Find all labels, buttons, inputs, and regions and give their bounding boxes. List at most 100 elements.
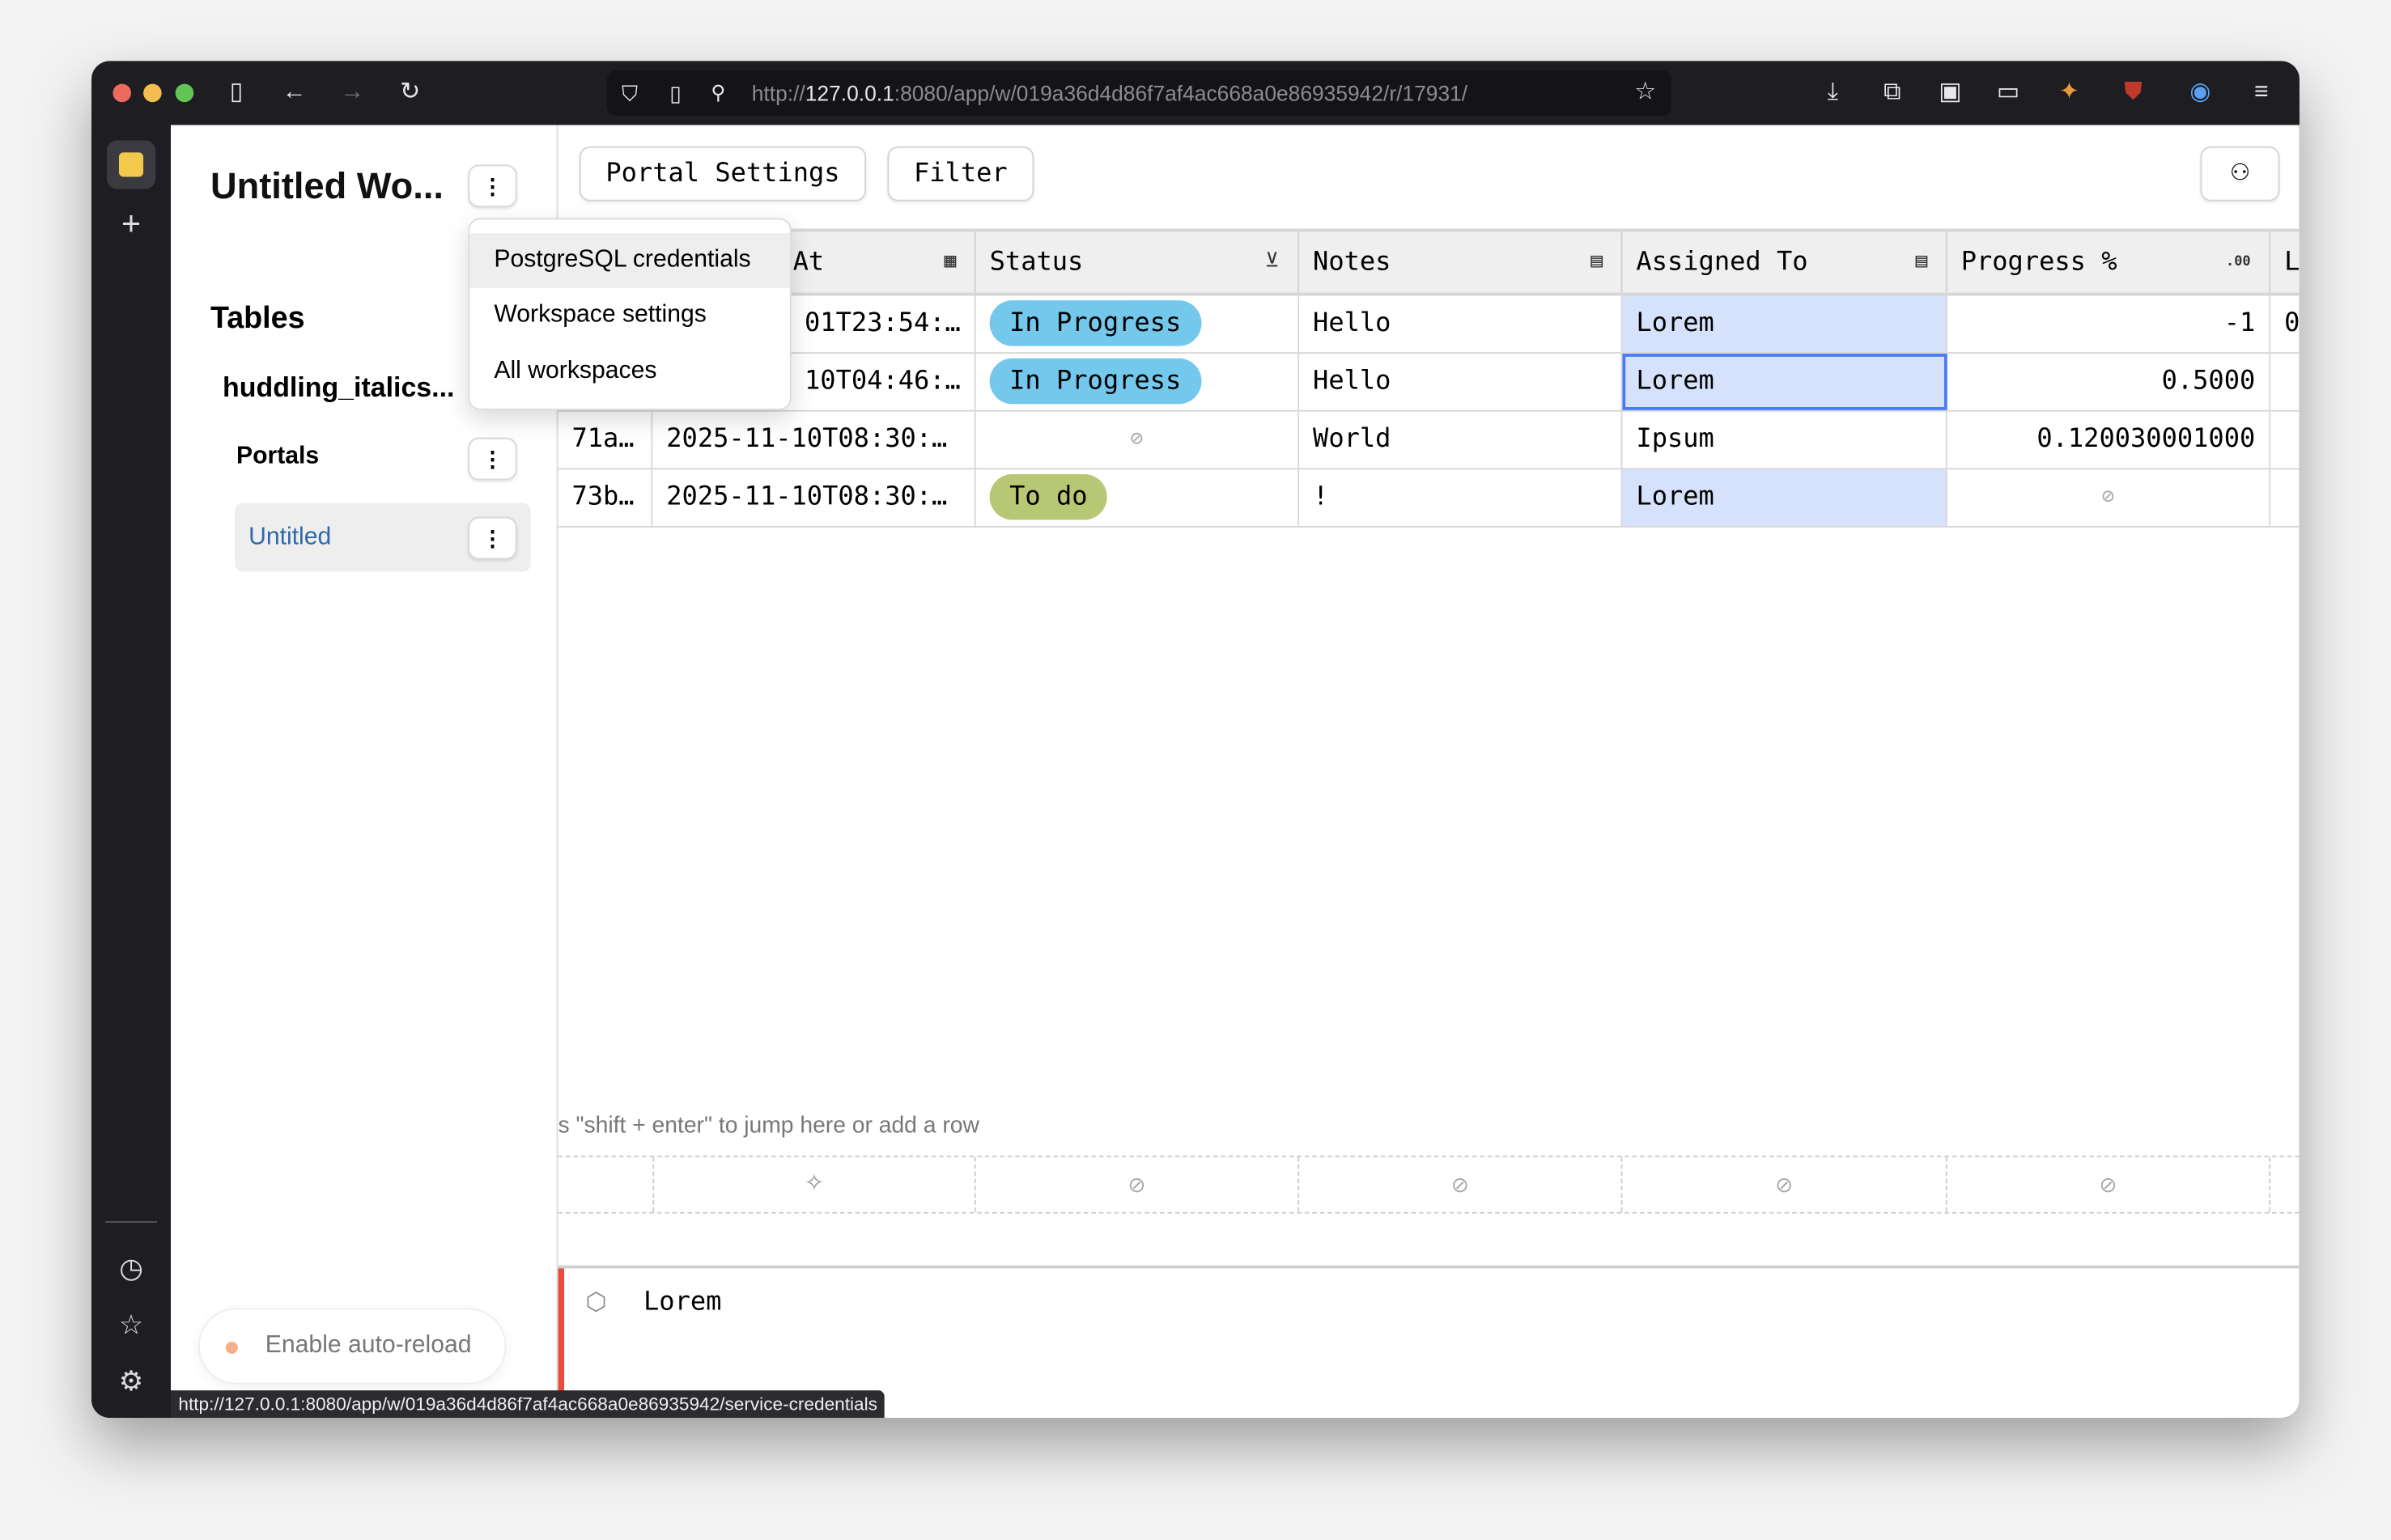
container-icon[interactable]: ▣ [1939, 78, 1962, 105]
user-account-button[interactable]: ⚇ [2200, 146, 2280, 202]
cell-notes[interactable]: World [1299, 411, 1623, 469]
workspace-menu-button[interactable]: ⋮ [468, 164, 517, 208]
sidebar-toggle-icon[interactable]: ▯ [229, 78, 244, 105]
null-icon[interactable]: ⊘ [976, 411, 1300, 469]
tables-heading: Tables [210, 302, 305, 336]
cell-assigned[interactable]: Lorem [1622, 469, 1947, 526]
cell-progress[interactable]: 0.120030001000 [1947, 411, 2271, 469]
address-bar[interactable]: ⛉ ▯ ⚲ http://127.0.0.1:8080/app/w/019a36… [606, 70, 1671, 117]
column-header-l[interactable]: L [2270, 231, 2300, 292]
cell-created[interactable]: 2025-11-10T08:30:… [652, 411, 976, 469]
column-label: At [792, 247, 825, 278]
status-badge: In Progress [989, 358, 1201, 405]
null-icon: ⊘ [1947, 1156, 2271, 1212]
back-icon[interactable]: ← [282, 78, 307, 105]
workspace-switcher[interactable] [106, 140, 156, 189]
maximize-window-button[interactable] [175, 83, 194, 103]
browser-window: ▯ ← → ↻ ⛉ ▯ ⚲ http://127.0.0.1:8080/app/… [91, 61, 2300, 1419]
cell-notes[interactable]: Hello [1299, 354, 1623, 410]
portal-item-untitled[interactable]: Untitled ⋮ [235, 503, 531, 572]
column-header-assigned-to[interactable]: Assigned To ▤ [1622, 231, 1947, 293]
shield-icon[interactable]: ⛉ [622, 80, 638, 105]
cell-extra[interactable]: 0 [2270, 295, 2300, 352]
table-row[interactable]: 10T04:46:… In Progress Hello Lorem 0.5000 [558, 354, 2300, 412]
column-header-created-at[interactable]: At ▦ [652, 231, 976, 293]
table-row[interactable]: 01T23:54:… In Progress Hello Lorem -1 0 [558, 295, 2300, 354]
document-icon: ▤ [1590, 249, 1603, 274]
add-row-hint: s "shift + enter" to jump here or add a … [558, 1113, 979, 1139]
menu-item-postgresql-credentials[interactable]: PostgreSQL credentials [469, 233, 790, 289]
forward-icon[interactable]: → [340, 78, 365, 105]
cell-progress[interactable]: -1 [1947, 295, 2271, 353]
workspace-dropdown-menu: PostgreSQL credentials Workspace setting… [468, 218, 792, 410]
permissions-icon[interactable]: ⚲ [711, 80, 726, 104]
null-icon[interactable]: ⊘ [1947, 469, 2271, 526]
portal-settings-button[interactable]: Portal Settings [579, 146, 867, 202]
column-header-notes[interactable]: Notes ▤ [1299, 231, 1623, 293]
table-row[interactable]: 73b… 2025-11-10T08:30:… To do! Lorem ⊘ [558, 469, 2300, 528]
auto-reload-toggle[interactable]: Enable auto-reload [197, 1308, 507, 1385]
url-text[interactable]: http://127.0.0.1:8080/app/w/019a36d4d86f… [752, 81, 1468, 105]
cell-assigned[interactable]: Lorem [1622, 295, 1947, 353]
decimal-icon: .00 [2225, 254, 2251, 270]
portals-heading: Portals [236, 443, 320, 470]
status-bar-url: http://127.0.0.1:8080/app/w/019a36d4d86f… [170, 1390, 885, 1419]
cell-created[interactable]: 10T04:46:… [652, 354, 976, 410]
ublock-icon[interactable]: ⛊ [2124, 78, 2143, 105]
document-icon: ▤ [1915, 249, 1928, 274]
menu-icon[interactable]: ≡ [2254, 78, 2269, 105]
cell-extra[interactable] [2270, 412, 2300, 469]
rail-divider [104, 1221, 158, 1223]
null-icon: ⊘ [1622, 1156, 1947, 1212]
reader-icon[interactable]: ▭ [1996, 78, 2020, 105]
column-header-progress[interactable]: Progress % .00 [1947, 231, 2271, 293]
url-path: :8080/app/w/019a36d4d86f7af4ac668a0e8693… [894, 80, 1468, 105]
table-item[interactable]: huddling_italics... [223, 371, 455, 403]
cell-notes[interactable]: ! [1299, 469, 1623, 526]
null-icon: ⊘ [1299, 1156, 1623, 1212]
cell-assigned[interactable]: Ipsum [1622, 411, 1947, 469]
column-label: Progress % [1960, 247, 2117, 278]
calendar-icon: ▦ [944, 249, 957, 274]
cell-progress[interactable]: 0.5000 [1947, 354, 2271, 410]
extension-fox-icon[interactable]: ✦ [2058, 78, 2080, 105]
bookmark-star-icon[interactable]: ☆ [1634, 78, 1657, 105]
portal-item-menu-button[interactable]: ⋮ [468, 516, 517, 560]
close-window-button[interactable] [113, 83, 132, 103]
cell-status[interactable]: In Progress [976, 295, 1300, 353]
add-workspace-icon[interactable]: + [121, 204, 142, 243]
filter-button[interactable]: Filter [887, 146, 1034, 202]
column-label: Notes [1313, 247, 1391, 278]
page-icon: ▯ [669, 80, 682, 105]
column-header-status[interactable]: Status ⊻ [976, 231, 1300, 293]
menu-item-all-workspaces[interactable]: All workspaces [494, 358, 657, 384]
settings-gear-icon[interactable]: ⚙ [118, 1365, 144, 1397]
profile-icon[interactable]: ◉ [2189, 78, 2211, 105]
cell-extra[interactable] [2270, 469, 2300, 526]
add-row[interactable]: ✧ ⊘ ⊘ ⊘ ⊘ [558, 1155, 2300, 1214]
url-prefix: http:// [751, 80, 805, 105]
downloads-icon[interactable]: ⤓ [1827, 78, 1839, 105]
sparkle-icon: ✧ [652, 1156, 976, 1212]
cell-assigned[interactable]: Lorem [1622, 354, 1947, 410]
minimize-window-button[interactable] [143, 83, 162, 103]
cell-extra[interactable] [2270, 354, 2300, 410]
detail-value[interactable]: Lorem [643, 1287, 722, 1317]
cell-created[interactable]: 2025-11-10T08:30:… [652, 469, 976, 526]
favorites-star-icon[interactable]: ☆ [118, 1309, 144, 1340]
table-row[interactable]: 71a… 2025-11-10T08:30:… ⊘ World Ipsum 0.12003… [558, 411, 2300, 470]
extensions-icon[interactable]: ⧉ [1883, 78, 1901, 105]
cell-id[interactable]: 73b… [558, 469, 653, 526]
portals-menu-button[interactable]: ⋮ [468, 437, 517, 481]
history-clock-icon[interactable]: ◷ [119, 1253, 143, 1284]
cell-status[interactable]: To do [976, 469, 1300, 526]
cell-created[interactable]: 01T23:54:… [652, 295, 976, 353]
url-host: 127.0.0.1 [805, 80, 894, 105]
cell-notes[interactable]: Hello [1299, 295, 1623, 353]
reload-icon[interactable]: ↻ [400, 78, 421, 105]
status-badge: In Progress [989, 300, 1201, 346]
portal-item-label: Untitled [248, 524, 332, 551]
menu-item-workspace-settings[interactable]: Workspace settings [494, 302, 707, 329]
cell-status[interactable]: In Progress [976, 354, 1300, 410]
cell-id[interactable]: 71a… [558, 411, 653, 469]
